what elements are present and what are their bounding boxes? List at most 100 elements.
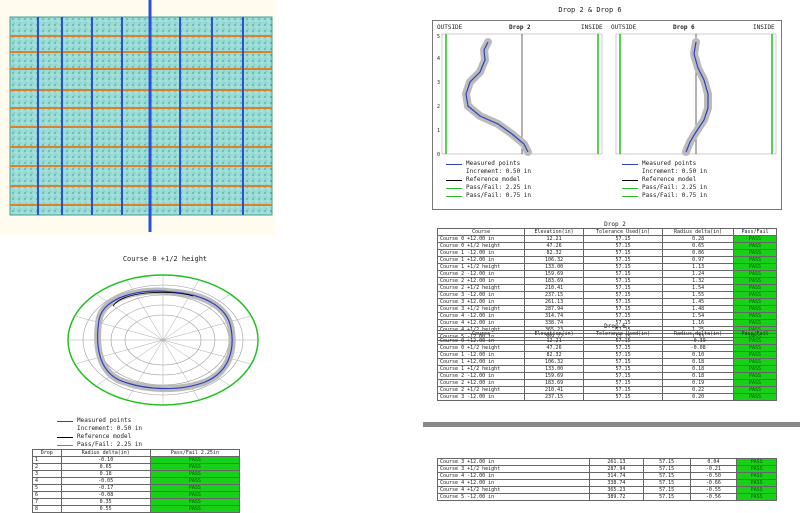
drop-2-plot-area	[441, 33, 603, 156]
table-cell: 47.26	[524, 242, 585, 250]
table-header-row: Course Elevation(in) Tolerance Used(in) …	[436, 330, 777, 338]
table-cell: 0.18	[662, 372, 735, 380]
column-header: Course	[436, 228, 526, 236]
table-cell: -0.21	[689, 465, 738, 473]
table-cell: 0.65	[60, 463, 151, 471]
panel-inside-label: INSIDE	[581, 24, 603, 31]
table-row: Course 1 -12.00 in 82.32 57.15 0.10 PASS	[436, 351, 777, 359]
legend-label: Increment: 0.50 in	[642, 168, 708, 175]
table-row: 1 -0.10 PASS	[32, 456, 241, 464]
column-header: Course	[436, 330, 526, 338]
table-cell: 57.15	[583, 270, 664, 278]
table-cell: Course 2 +12.00 in	[436, 379, 526, 387]
course-polar-plot	[67, 274, 259, 406]
table-cell: 133.00	[524, 263, 585, 271]
table-cell: 57.15	[583, 291, 664, 299]
table-row: Course 3 +1/2 height 287.94 57.15 1.48 PASS	[436, 305, 777, 313]
table-cell: 389.72	[589, 493, 644, 501]
table-row: Course 4 +1/2 height 365.23 57.15 -0.55 PASS	[437, 486, 777, 494]
pass-fail-cell: PASS	[733, 277, 777, 285]
table-cell: 12.21	[524, 337, 585, 345]
table-cell: Course 2 -12.00 in	[436, 270, 526, 278]
table-cell: -0.39	[662, 337, 735, 345]
table-row: Course 2 +12.00 in 183.69 57.15 0.19 PASS	[436, 379, 777, 387]
table-cell: 0.22	[662, 386, 735, 394]
pass-fail-cell: PASS	[733, 291, 777, 299]
drop-6-course-table: Course Elevation(in) Tolerance Used(in) …	[436, 330, 777, 401]
pass-fail-cell: PASS	[736, 472, 777, 480]
course-legend: Measured points Increment: 0.50 in Refer…	[57, 417, 142, 449]
page-break-divider	[423, 422, 800, 427]
table-cell: 237.15	[524, 291, 585, 299]
table-row: Course 2 +1/2 height 210.41 57.15 1.54 PASS	[436, 284, 777, 292]
table-row: Course 1 +12.00 in 106.32 57.15 0.97 PASS	[436, 256, 777, 264]
table-row: Course 1 -12.00 in 82.32 57.15 0.86 PASS	[436, 249, 777, 257]
table-cell: 237.15	[524, 393, 585, 401]
drop-profile-plots	[441, 33, 777, 156]
table-cell: 57.15	[642, 472, 691, 480]
y-tick: 5	[437, 34, 441, 40]
table-cell: Course 2 +1/2 height	[436, 386, 526, 394]
pass-fail-cell: PASS	[149, 505, 241, 513]
table-row: Course 0 +1/2 height 47.26 57.15 0.65 PASS	[436, 242, 777, 250]
drop-6-table-caption: Drop 6	[604, 323, 626, 330]
column-header: Tolerance Used(in)	[583, 330, 664, 338]
table-cell: 106.32	[524, 256, 585, 264]
table-row: Course 2 -12.00 in 159.69 57.15 0.18 PASS	[436, 372, 777, 380]
table-cell: 57.15	[583, 263, 664, 271]
table-cell: 0.28	[662, 235, 735, 243]
table-cell: 57.15	[583, 372, 664, 380]
table-cell: 314.74	[524, 312, 585, 320]
y-tick: 1	[437, 128, 441, 134]
panel-inside-label: INSIDE	[753, 24, 775, 31]
table-row: Course 3 -12.00 in 237.15 57.15 1.55 PASS	[436, 291, 777, 299]
course-chart-title: Course 0 +1/2 height	[122, 255, 208, 263]
table-cell: Course 3 +12.00 in	[436, 298, 526, 306]
drop-6-cont-table-body: Course 3 +12.00 in 261.13 57.15 0.04 PASS Cou…	[437, 458, 777, 501]
table-cell: 57.15	[583, 358, 664, 366]
table-cell: 57.15	[642, 486, 691, 494]
table-cell: Course 2 -12.00 in	[436, 372, 526, 380]
legend-label: Reference model	[642, 176, 697, 183]
table-cell: 338.74	[524, 319, 585, 327]
table-row: 8 0.55 PASS	[32, 505, 241, 513]
table-cell: 57.15	[583, 277, 664, 285]
table-cell: 159.69	[524, 372, 585, 380]
drop-6-continued-table: Course 3 +12.00 in 261.13 57.15 0.04 PASS Cou…	[437, 458, 777, 501]
column-header: Radius delta(in)	[662, 228, 735, 236]
panel-outside-label: OUTSIDE	[437, 24, 463, 31]
table-cell: 47.26	[524, 344, 585, 352]
table-row: Course 1 +1/2 height 133.00 57.15 0.18 PASS	[436, 365, 777, 373]
legend-label: Increment: 0.50 in	[77, 425, 143, 432]
pass-fail-cell: PASS	[149, 477, 241, 485]
legend-label: Pass/Fail: 2.25 in	[77, 441, 143, 448]
table-cell: 1.13	[662, 263, 735, 271]
table-cell: 0.18	[662, 365, 735, 373]
table-row: 5 -0.17 PASS	[32, 484, 241, 492]
panel-title: Drop 6	[673, 24, 695, 31]
column-header: Tolerance Used(in)	[583, 228, 664, 236]
table-row: Course 0 +1/2 height 47.26 57.15 -0.08 PASS	[436, 344, 777, 352]
table-cell: 57.15	[583, 242, 664, 250]
table-cell: Course 1 +1/2 height	[436, 263, 526, 271]
table-cell: 1.24	[662, 270, 735, 278]
table-cell: 1.54	[662, 312, 735, 320]
pass-fail-cell: PASS	[736, 486, 777, 494]
table-cell: 210.41	[524, 386, 585, 394]
table-cell: 57.15	[583, 393, 664, 401]
table-cell: 1.16	[662, 319, 735, 327]
table-cell: 365.23	[589, 486, 644, 494]
table-cell: 57.15	[642, 493, 691, 501]
table-cell: 287.94	[524, 305, 585, 313]
table-cell: -0.56	[689, 493, 738, 501]
table-cell: 183.69	[524, 277, 585, 285]
legend-label: Pass/Fail: 0.75 in	[466, 192, 532, 199]
table-cell: Course 4 +1/2 height	[437, 486, 590, 494]
pass-fail-cell: PASS	[149, 456, 241, 464]
table-cell: Course 0 +12.00 in	[436, 235, 526, 243]
table-cell: 0.55	[60, 505, 151, 513]
table-cell: 0.19	[662, 379, 735, 387]
column-header: Radius delta(in)	[662, 330, 735, 338]
table-cell: 57.15	[583, 305, 664, 313]
drop-6-panel: OUTSIDE Drop 6 INSIDE	[611, 24, 781, 154]
